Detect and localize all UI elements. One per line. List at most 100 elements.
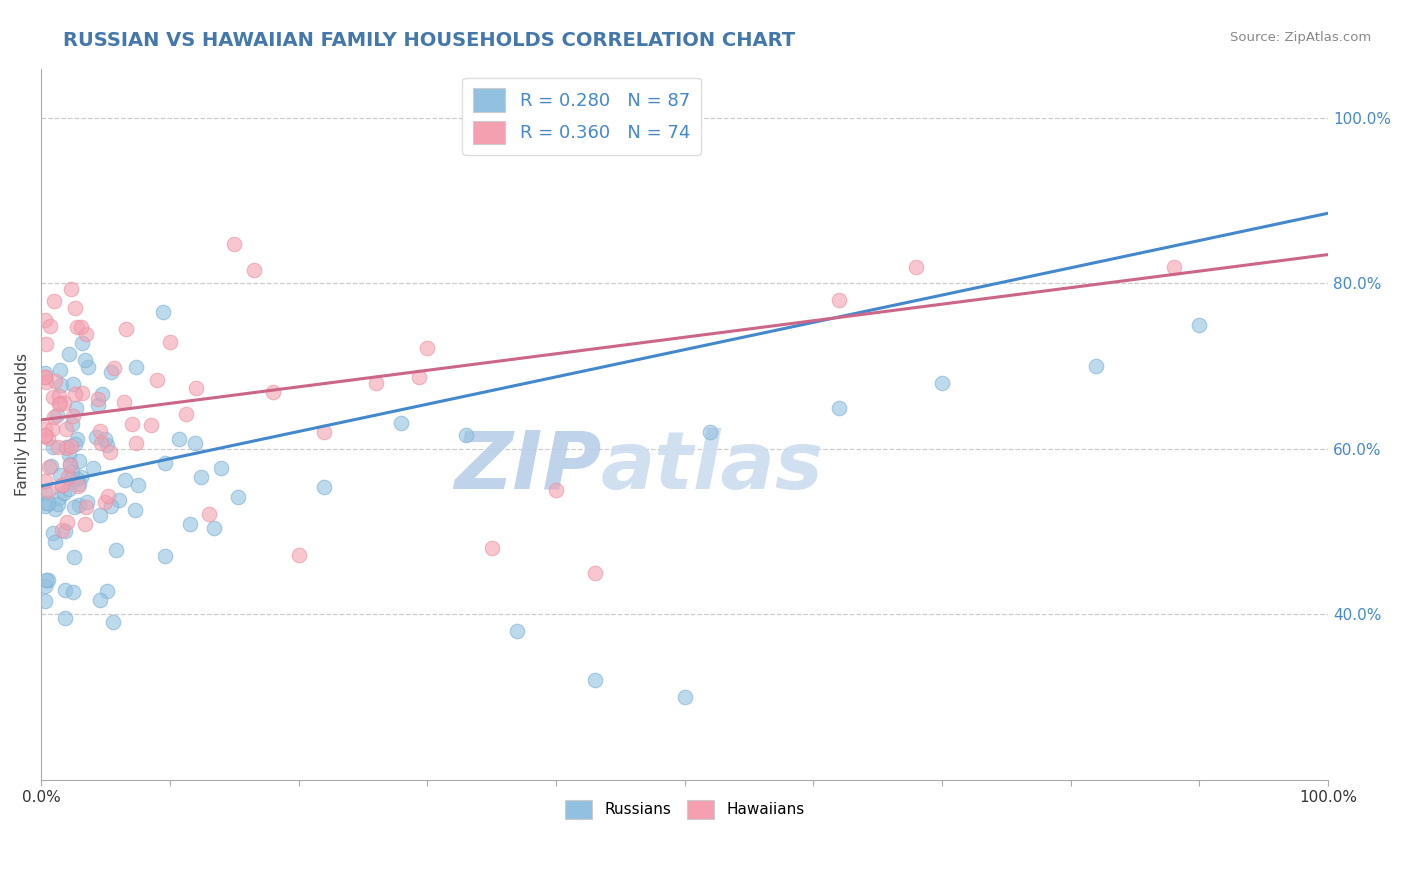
- Point: [100, 499, 122, 513]
- Point: [1188, 318, 1211, 332]
- Point: [114, 473, 136, 487]
- Point: [60, 417, 83, 431]
- Point: [243, 263, 266, 277]
- Point: [198, 507, 221, 521]
- Point: [93, 433, 115, 447]
- Point: [42, 293, 65, 308]
- Point: [37, 574, 59, 588]
- Point: [66, 471, 89, 485]
- Point: [89, 425, 111, 439]
- Point: [408, 369, 430, 384]
- Point: [103, 360, 125, 375]
- Point: [673, 690, 696, 704]
- Point: [63, 436, 86, 450]
- Point: [52, 486, 75, 500]
- Point: [34, 484, 56, 499]
- Text: ZIP: ZIP: [454, 428, 600, 506]
- Y-axis label: Family Households: Family Households: [15, 352, 30, 496]
- Point: [84, 430, 107, 444]
- Point: [42, 440, 65, 454]
- Point: [49, 396, 72, 410]
- Point: [34, 367, 56, 381]
- Point: [34, 429, 56, 443]
- Point: [828, 401, 851, 415]
- Point: [59, 470, 82, 484]
- Point: [454, 428, 477, 442]
- Point: [76, 494, 98, 508]
- Point: [115, 322, 138, 336]
- Point: [70, 470, 93, 484]
- Point: [41, 391, 63, 405]
- Point: [905, 260, 928, 274]
- Text: RUSSIAN VS HAWAIIAN FAMILY HOUSEHOLDS CORRELATION CHART: RUSSIAN VS HAWAIIAN FAMILY HOUSEHOLDS CO…: [63, 31, 796, 50]
- Point: [38, 460, 60, 475]
- Point: [91, 387, 114, 401]
- Point: [77, 359, 100, 374]
- Point: [51, 523, 73, 537]
- Point: [67, 454, 90, 468]
- Point: [167, 432, 190, 446]
- Point: [59, 458, 82, 472]
- Point: [63, 550, 86, 565]
- Point: [62, 585, 84, 599]
- Point: [125, 435, 148, 450]
- Point: [184, 381, 207, 395]
- Point: [34, 422, 56, 436]
- Point: [67, 498, 90, 512]
- Point: [48, 389, 70, 403]
- Point: [35, 375, 58, 389]
- Point: [153, 456, 176, 470]
- Text: atlas: atlas: [600, 428, 824, 506]
- Point: [101, 615, 124, 630]
- Point: [34, 428, 56, 442]
- Point: [86, 392, 108, 406]
- Point: [46, 409, 69, 423]
- Point: [37, 496, 59, 510]
- Point: [34, 475, 56, 489]
- Point: [56, 470, 79, 484]
- Point: [42, 525, 65, 540]
- Point: [105, 542, 128, 557]
- Point: [34, 579, 56, 593]
- Legend: Russians, Hawaiians: Russians, Hawaiians: [558, 794, 811, 825]
- Point: [48, 397, 70, 411]
- Point: [72, 386, 94, 401]
- Point: [262, 385, 284, 400]
- Point: [66, 432, 89, 446]
- Point: [66, 319, 89, 334]
- Point: [699, 425, 721, 440]
- Text: Source: ZipAtlas.com: Source: ZipAtlas.com: [1230, 31, 1371, 45]
- Point: [62, 409, 84, 423]
- Point: [35, 337, 58, 351]
- Point: [202, 521, 225, 535]
- Point: [583, 673, 606, 688]
- Point: [224, 236, 246, 251]
- Point: [146, 372, 169, 386]
- Point: [112, 394, 135, 409]
- Point: [46, 440, 69, 454]
- Point: [58, 482, 80, 496]
- Point: [48, 491, 70, 506]
- Point: [51, 477, 73, 491]
- Point: [44, 535, 66, 549]
- Point: [152, 304, 174, 318]
- Point: [121, 417, 143, 431]
- Point: [89, 592, 111, 607]
- Point: [125, 359, 148, 374]
- Point: [179, 516, 201, 531]
- Point: [34, 313, 56, 327]
- Point: [190, 469, 212, 483]
- Point: [34, 495, 56, 509]
- Point: [49, 467, 72, 482]
- Point: [53, 524, 76, 538]
- Point: [62, 377, 84, 392]
- Point: [1163, 260, 1185, 274]
- Point: [96, 584, 118, 599]
- Point: [287, 548, 309, 562]
- Point: [65, 401, 87, 415]
- Point: [53, 610, 76, 624]
- Point: [391, 416, 413, 430]
- Point: [98, 445, 121, 459]
- Point: [481, 541, 503, 555]
- Point: [174, 407, 197, 421]
